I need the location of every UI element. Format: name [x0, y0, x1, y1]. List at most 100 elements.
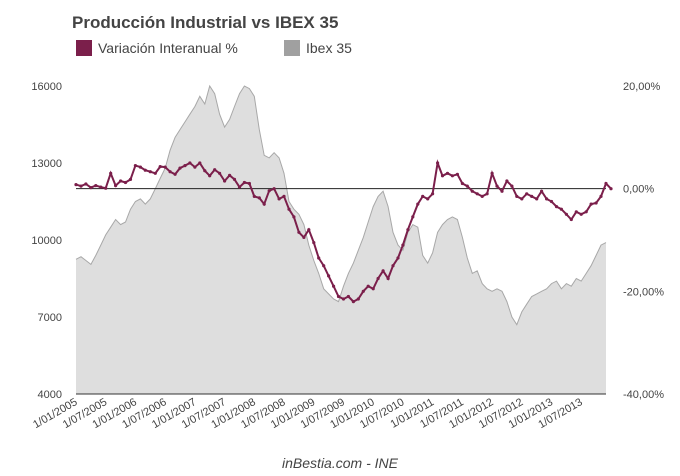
variacion-point [564, 212, 569, 216]
variacion-point [104, 186, 108, 190]
ibex-area-series [76, 86, 606, 394]
variacion-point [426, 197, 430, 201]
right-axis-ticks: 20,00% 0,00% -20,00% -40,00% [623, 81, 664, 401]
variacion-point [401, 243, 405, 247]
variacion-point [376, 276, 380, 281]
left-tick-label: 10000 [31, 235, 62, 247]
variacion-point [336, 294, 341, 299]
variacion-point [247, 181, 251, 186]
variacion-point [198, 161, 202, 165]
right-tick-label: 0,00% [623, 184, 654, 196]
plot-area [74, 84, 613, 395]
variacion-point [223, 179, 227, 183]
variacion-point [242, 180, 246, 185]
variacion-point [99, 185, 103, 189]
variacion-point [475, 192, 479, 196]
variacion-point [252, 194, 256, 198]
legend-label-variacion: Variación Interanual % [98, 40, 238, 56]
variacion-point [173, 172, 177, 176]
variacion-point [346, 294, 350, 299]
variacion-point [505, 179, 509, 183]
variacion-point [183, 164, 187, 168]
variacion-point [609, 187, 613, 191]
variacion-point [589, 202, 593, 206]
variacion-point [292, 215, 296, 219]
variacion-point [322, 264, 326, 268]
variacion-point [540, 189, 544, 193]
variacion-point [332, 284, 336, 288]
variacion-point [520, 197, 524, 201]
variacion-point [287, 207, 291, 211]
variacion-point [569, 217, 573, 222]
variacion-point [297, 230, 301, 234]
variacion-point [153, 171, 157, 175]
variacion-point [218, 171, 222, 175]
variacion-point [500, 189, 504, 193]
variacion-point [158, 165, 162, 169]
variacion-point [525, 192, 529, 196]
variacion-point [490, 171, 494, 175]
variacion-point [351, 300, 355, 304]
x-axis-ticks: 1/01/20051/07/20051/01/20061/07/20061/01… [31, 396, 585, 431]
variacion-point [510, 184, 514, 188]
variacion-point [545, 197, 549, 201]
variacion-point [450, 174, 454, 178]
left-tick-label: 13000 [31, 158, 62, 170]
variacion-point [232, 177, 237, 181]
variacion-point [445, 171, 450, 175]
variacion-point [84, 182, 88, 186]
variacion-point [480, 194, 484, 198]
right-tick-label: -20,00% [623, 286, 664, 298]
variacion-point [89, 186, 93, 190]
variacion-point [119, 179, 123, 183]
variacion-point [455, 172, 459, 176]
variacion-point [317, 256, 321, 260]
variacion-point [416, 202, 420, 206]
variacion-point [148, 170, 152, 174]
variacion-point [396, 256, 400, 260]
variacion-point [163, 165, 167, 169]
variacion-point [549, 199, 554, 204]
variacion-point [579, 212, 583, 216]
variacion-point [495, 184, 499, 188]
variacion-point [574, 210, 578, 214]
variacion-point [470, 189, 474, 193]
variacion-point [421, 194, 425, 198]
variacion-point [123, 180, 128, 185]
variacion-point [133, 164, 137, 168]
variacion-point [515, 194, 519, 198]
variacion-point [79, 184, 83, 188]
right-tick-label: -40,00% [623, 389, 664, 401]
variacion-point [168, 170, 172, 174]
left-tick-label: 16000 [31, 81, 62, 93]
variacion-point [203, 169, 207, 173]
variacion-point [282, 194, 286, 198]
variacion-point [594, 201, 598, 205]
variacion-point [371, 287, 375, 291]
variacion-point [530, 194, 534, 198]
ibex-line-series [75, 84, 607, 326]
variacion-point [267, 189, 271, 193]
variacion-point [535, 197, 539, 201]
variacion-point [386, 276, 390, 281]
legend-swatch-ibex [284, 40, 300, 56]
variacion-point [559, 207, 564, 211]
variacion-point [361, 289, 365, 293]
variacion-point [411, 215, 415, 219]
legend: Variación Interanual % Ibex 35 [76, 40, 352, 56]
variacion-point [460, 181, 464, 186]
variacion-point [436, 161, 440, 165]
variacion-point [178, 166, 182, 170]
right-tick-label: 20,00% [623, 81, 661, 93]
variacion-point [406, 228, 410, 232]
variacion-point [272, 187, 276, 191]
variacion-point [327, 274, 331, 278]
variacion-point [213, 168, 217, 172]
variacion-point [302, 235, 306, 239]
variacion-point [431, 192, 435, 196]
variacion-point [228, 173, 232, 177]
variacion-point [193, 165, 197, 169]
variacion-point [114, 184, 118, 188]
variacion-point [128, 177, 133, 181]
